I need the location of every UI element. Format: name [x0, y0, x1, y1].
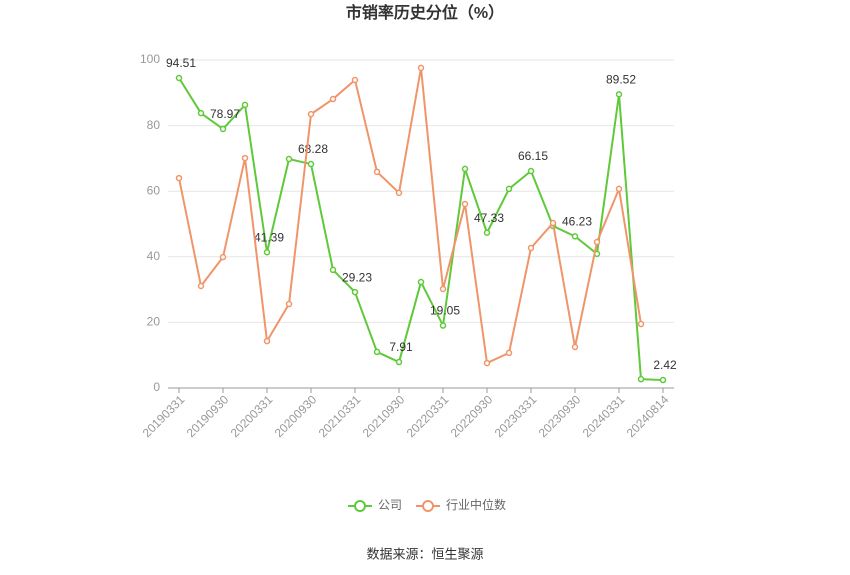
- y-tick-label: 60: [147, 183, 161, 197]
- x-tick-label: 20220930: [448, 392, 496, 440]
- point: [527, 244, 535, 252]
- legend-marker: [354, 500, 366, 512]
- y-tick-label: 0: [153, 380, 160, 394]
- point: [175, 74, 183, 82]
- point: [571, 343, 579, 351]
- chart-title: 市销率历史分位（%）: [346, 3, 504, 22]
- point: [219, 125, 227, 133]
- point: [197, 282, 205, 290]
- data-label: 2.42: [653, 358, 677, 372]
- point: [241, 154, 249, 162]
- point: [241, 101, 249, 109]
- point: [615, 185, 623, 193]
- point: [571, 233, 579, 240]
- point: [197, 109, 205, 117]
- point: [395, 358, 403, 366]
- point: [637, 320, 645, 328]
- x-tick-label: 20230331: [492, 392, 540, 440]
- data-label: 29.23: [342, 270, 372, 284]
- source: 数据来源：恒生聚源: [366, 546, 483, 561]
- point: [461, 165, 469, 173]
- point: [285, 300, 293, 308]
- data-label: 66.15: [518, 149, 548, 163]
- point: [483, 359, 491, 367]
- x-tick-label: 20220331: [404, 392, 452, 440]
- x-tick-label: 20210930: [360, 392, 408, 440]
- x-tick-label: 20240814: [624, 392, 672, 440]
- point: [219, 253, 227, 261]
- point: [593, 238, 601, 246]
- data-label: 41.39: [254, 230, 284, 244]
- point: [637, 375, 645, 383]
- point: [351, 288, 359, 296]
- point: [373, 168, 381, 176]
- data-label: 47.33: [474, 211, 504, 225]
- data-label: 68.28: [298, 142, 328, 156]
- point: [175, 174, 183, 182]
- point: [373, 348, 381, 356]
- point: [351, 76, 359, 84]
- x-tick-label: 20240331: [580, 392, 628, 440]
- legend-marker: [422, 500, 435, 512]
- point: [417, 278, 425, 286]
- point: [285, 155, 293, 163]
- point: [417, 64, 425, 72]
- point: [439, 285, 447, 293]
- point: [549, 219, 557, 227]
- series-line: [178, 77, 664, 382]
- point: [461, 200, 469, 208]
- y-tick-label: 100: [140, 52, 160, 66]
- point: [439, 322, 447, 329]
- x-tick-label: 20190331: [140, 392, 188, 440]
- point: [527, 167, 535, 175]
- data-label: 19.05: [430, 304, 460, 318]
- data-label: 46.23: [562, 215, 592, 229]
- x-tick-label: 20200331: [228, 392, 276, 440]
- point: [263, 248, 271, 256]
- point: [395, 189, 403, 197]
- point: [615, 91, 623, 98]
- data-label: 94.51: [166, 56, 196, 70]
- y-tick-label: 20: [147, 315, 161, 329]
- y-tick-label: 80: [147, 118, 161, 132]
- legend-label: 公司: [378, 498, 402, 512]
- x-tick-label: 20200930: [272, 392, 320, 440]
- x-tick-label: 20210331: [316, 392, 364, 440]
- legend-label: 行业中位数: [446, 497, 506, 512]
- series-line: [178, 67, 642, 365]
- point: [505, 349, 513, 357]
- point: [307, 160, 315, 168]
- point: [483, 229, 491, 237]
- data-label: 78.97: [210, 107, 240, 121]
- point: [505, 185, 513, 193]
- x-tick-label: 20230930: [536, 392, 584, 440]
- point: [307, 110, 315, 118]
- y-tick-label: 40: [147, 249, 161, 263]
- point: [263, 337, 271, 345]
- point: [659, 376, 667, 384]
- point: [329, 95, 337, 103]
- point: [329, 266, 337, 274]
- x-tick-label: 20190930: [184, 392, 232, 440]
- data-label: 89.52: [606, 73, 636, 87]
- data-label: 7.91: [389, 340, 413, 354]
